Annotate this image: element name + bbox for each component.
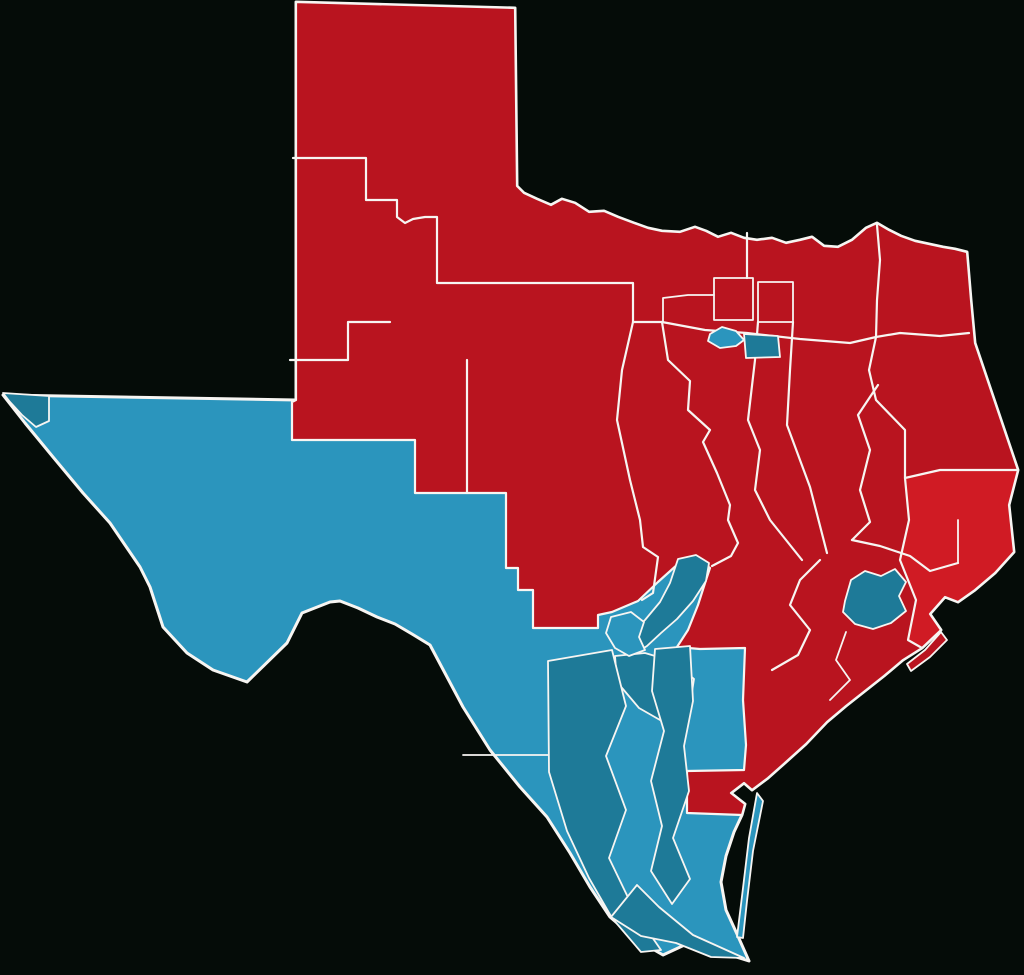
boundary-dfw-west-arm bbox=[662, 294, 715, 323]
boundary-west-plains bbox=[288, 320, 392, 362]
region-dfw-light-district bbox=[707, 326, 745, 349]
boundary-dfw-square-west bbox=[713, 277, 754, 321]
boundary-central-corridor bbox=[660, 320, 740, 568]
boundary-dfw-south-east bbox=[785, 320, 829, 555]
region-dfw-dark-district bbox=[743, 333, 781, 359]
boundary-panhandle bbox=[291, 156, 664, 324]
region-el-paso-district bbox=[2, 392, 50, 428]
boundary-dfw-south-west bbox=[746, 320, 804, 562]
region-padre-island-barrier-strip bbox=[736, 792, 764, 939]
region-south-tip-district bbox=[610, 884, 745, 959]
boundary-red-river-vertical bbox=[874, 223, 882, 339]
boundary-east-texas bbox=[867, 335, 907, 480]
boundary-houston-coastal bbox=[829, 631, 851, 701]
boundary-piney-woods bbox=[850, 383, 880, 542]
boundary-hill-country-west bbox=[615, 320, 660, 602]
region-southeast-gulf-bright-red bbox=[898, 468, 1020, 650]
boundary-houston-southwest bbox=[770, 558, 822, 672]
region-galveston-island-strip bbox=[906, 631, 948, 672]
region-houston-core-districts bbox=[842, 568, 907, 630]
district-boundary-lines bbox=[288, 156, 971, 756]
region-san-antonio-core-district bbox=[605, 611, 646, 657]
boundary-houston-north bbox=[850, 538, 960, 573]
region-rio-grande-valley-east-column bbox=[650, 645, 694, 905]
